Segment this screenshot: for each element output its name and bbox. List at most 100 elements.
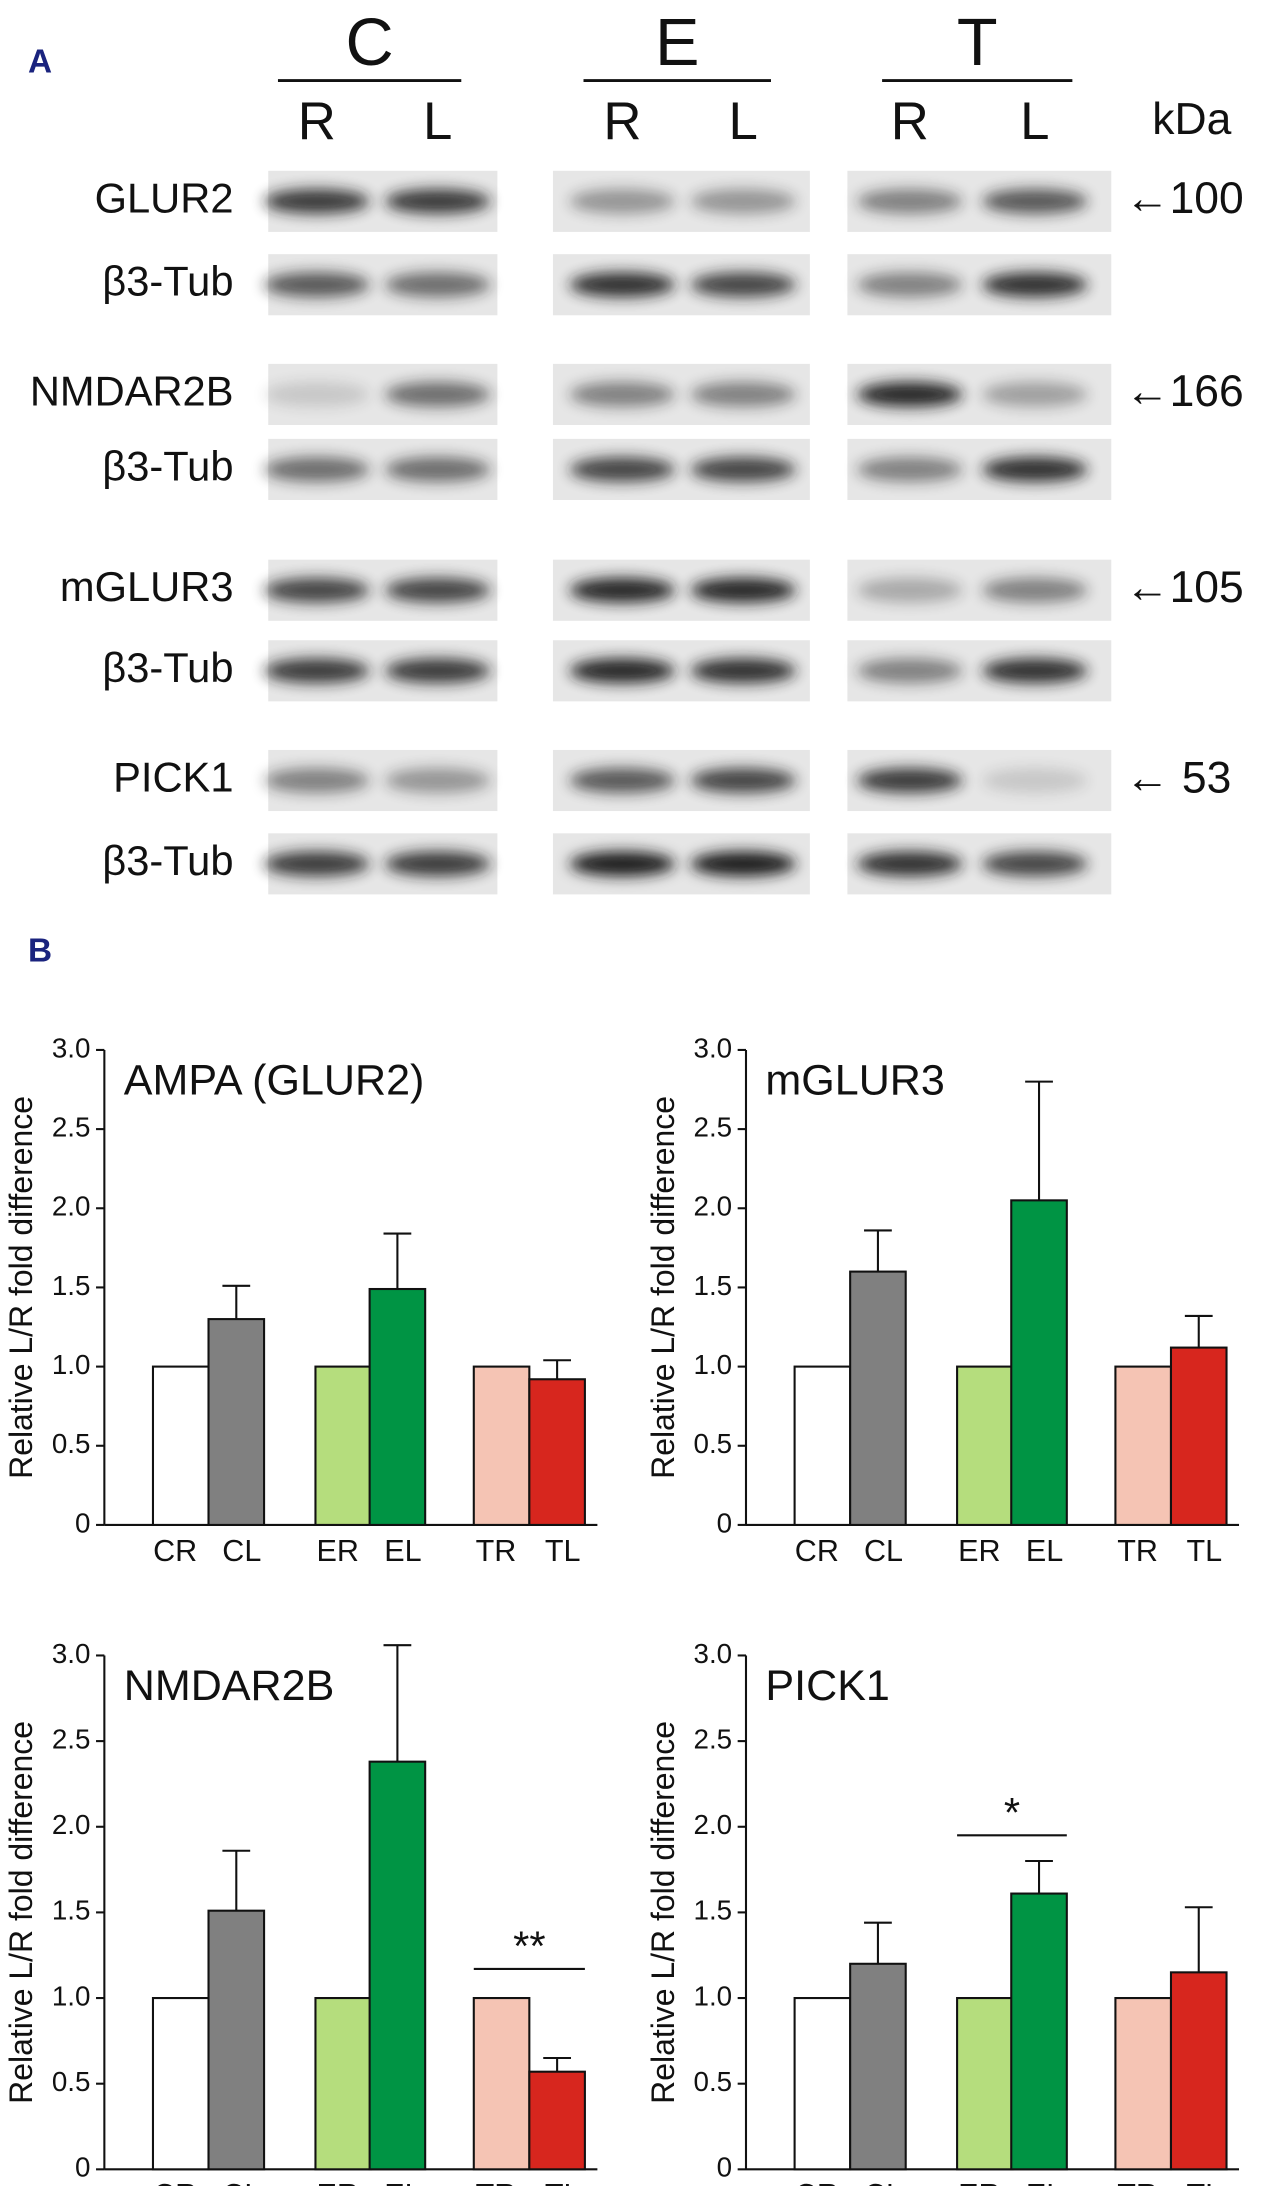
x-tick-label: ER — [958, 2178, 1000, 2186]
band — [264, 577, 370, 603]
band — [857, 272, 963, 298]
unit-label: kDa — [1152, 95, 1231, 144]
band — [982, 188, 1088, 214]
bar — [1169, 1971, 1228, 2171]
y-tick-label: 3.0 — [52, 1032, 91, 1063]
bar — [956, 1365, 1014, 1526]
band — [264, 272, 370, 298]
band — [857, 658, 963, 684]
y-tick-label: 0.5 — [693, 1428, 732, 1459]
band — [690, 188, 796, 214]
band — [982, 272, 1088, 298]
y-tick-label: 0 — [75, 2152, 90, 2183]
bar — [151, 1997, 210, 2171]
row-label: GLUR2 — [95, 174, 234, 221]
kda-marker: ←100 — [1125, 174, 1244, 223]
bar — [472, 1997, 531, 2171]
row-label: mGLUR3 — [60, 563, 234, 610]
band — [384, 381, 491, 407]
lane-label: L — [1020, 92, 1049, 151]
bar — [368, 1287, 427, 1526]
bar — [1010, 1892, 1068, 2171]
y-tick-label: 2.5 — [52, 1111, 91, 1142]
x-tick-label: EL — [384, 2178, 421, 2186]
band — [690, 577, 796, 603]
y-axis-label: Relative L/R fold difference — [645, 1096, 681, 1479]
band — [857, 188, 963, 214]
lane-label: L — [423, 92, 452, 151]
bar — [1169, 1346, 1228, 1526]
band — [857, 577, 963, 603]
band — [982, 381, 1088, 407]
panel-label: A — [28, 44, 52, 81]
row-label: NMDAR2B — [30, 367, 234, 414]
bar — [1010, 1199, 1068, 1526]
band — [569, 768, 676, 794]
band — [569, 577, 676, 603]
row-label: β3-Tub — [102, 837, 233, 884]
band — [264, 188, 370, 214]
band — [690, 456, 796, 482]
lane-label: L — [729, 92, 758, 151]
y-tick-label: 2.5 — [693, 1111, 732, 1142]
y-tick-label: 1.0 — [52, 1980, 91, 2011]
row-label: β3-Tub — [102, 258, 233, 305]
y-tick-label: 2.0 — [693, 1809, 732, 1840]
bar — [1114, 1997, 1173, 2171]
x-tick-label: CR — [795, 1534, 839, 1568]
y-tick-label: 0.5 — [52, 2066, 91, 2097]
row-label: β3-Tub — [102, 442, 233, 489]
band — [264, 851, 370, 877]
bar — [207, 1318, 266, 1526]
band — [264, 768, 370, 794]
y-tick-label: 1.5 — [52, 1895, 91, 1926]
group-label: C — [346, 6, 394, 80]
y-tick-label: 1.5 — [693, 1895, 732, 1926]
significance-label: ** — [513, 1922, 545, 1969]
band — [857, 851, 963, 877]
x-tick-label: ER — [316, 1534, 358, 1568]
y-tick-label: 0.5 — [52, 1428, 91, 1459]
x-tick-label: EL — [384, 1534, 421, 1568]
x-tick-label: TR — [476, 2178, 517, 2186]
band — [690, 768, 796, 794]
x-tick-label: ER — [316, 2178, 358, 2186]
y-tick-label: 1.0 — [693, 1980, 732, 2011]
group-label: T — [957, 6, 998, 80]
y-tick-label: 0.5 — [693, 2066, 732, 2097]
band — [384, 577, 491, 603]
chart-title: NMDAR2B — [124, 1662, 334, 1710]
band — [857, 456, 963, 482]
x-tick-label: EL — [1026, 2178, 1063, 2186]
band — [384, 272, 491, 298]
band — [384, 768, 491, 794]
band — [982, 658, 1088, 684]
x-tick-label: TL — [545, 1534, 581, 1568]
band — [384, 851, 491, 877]
y-tick-label: 2.5 — [693, 1723, 732, 1754]
x-tick-label: CL — [864, 2178, 903, 2186]
bar — [528, 2070, 586, 2171]
kda-marker: ←166 — [1125, 367, 1244, 416]
kda-marker: ← 53 — [1125, 753, 1231, 802]
y-tick-label: 0 — [717, 2152, 732, 2183]
band — [857, 768, 963, 794]
y-tick-label: 1.5 — [693, 1270, 732, 1301]
y-tick-label: 3.0 — [52, 1638, 91, 1669]
group-label: E — [655, 6, 699, 80]
y-tick-label: 3.0 — [693, 1638, 732, 1669]
band — [264, 658, 370, 684]
bar — [314, 1365, 373, 1526]
bar — [151, 1365, 210, 1526]
x-tick-label: ER — [958, 1534, 1000, 1568]
band — [982, 851, 1088, 877]
x-tick-label: EL — [1026, 1534, 1063, 1568]
lane-label: R — [891, 92, 929, 151]
x-tick-label: TR — [1117, 2178, 1158, 2186]
bar — [368, 1760, 427, 2171]
x-tick-label: TL — [1186, 1534, 1222, 1568]
significance-label: * — [1004, 1789, 1020, 1836]
band — [569, 456, 676, 482]
x-tick-label: CR — [795, 2178, 839, 2186]
y-tick-label: 2.0 — [52, 1809, 91, 1840]
